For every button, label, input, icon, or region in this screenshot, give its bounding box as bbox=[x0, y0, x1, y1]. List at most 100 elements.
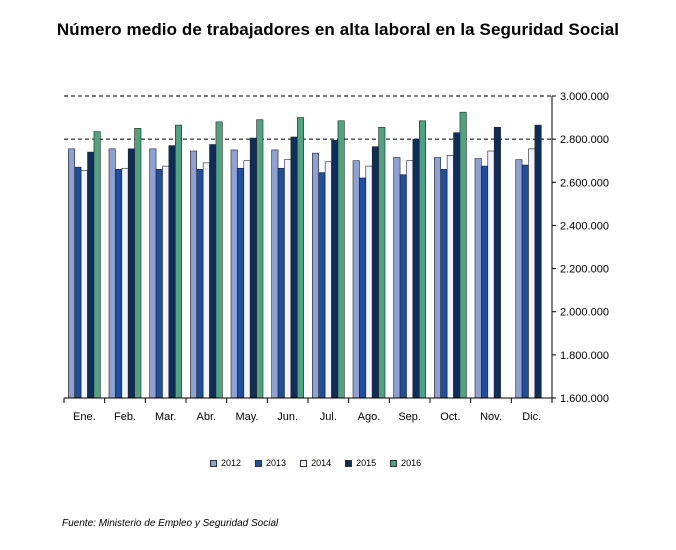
legend-item-2014: 2014 bbox=[300, 458, 331, 468]
bars-layer bbox=[68, 111, 542, 399]
legend-label: 2015 bbox=[356, 458, 377, 468]
bar-2012-2 bbox=[149, 148, 157, 399]
bar-2016-1 bbox=[134, 128, 142, 399]
x-tick-label: Abr. bbox=[197, 411, 217, 423]
y-tick-label: 2.200.000 bbox=[560, 264, 609, 276]
bar-2014-3 bbox=[202, 162, 210, 399]
legend-item-2012: 2012 bbox=[210, 458, 241, 468]
legend-label: 2016 bbox=[401, 458, 422, 468]
y-tick-label: 2.800.000 bbox=[560, 134, 609, 146]
legend-swatch bbox=[300, 459, 308, 467]
y-tick-label: 1.600.000 bbox=[560, 393, 609, 405]
legend-swatch bbox=[345, 459, 353, 467]
bar-2016-2 bbox=[174, 124, 182, 399]
bar-2015-1 bbox=[127, 148, 135, 399]
bar-2012-4 bbox=[230, 149, 238, 399]
x-tick-label: Jun. bbox=[277, 411, 298, 423]
chart-title: Número medio de trabajadores en alta lab… bbox=[56, 20, 620, 39]
bar-2014-5 bbox=[284, 159, 292, 399]
bar-2016-5 bbox=[296, 117, 304, 399]
grid-layer bbox=[64, 95, 552, 140]
y-tick-label: 2.600.000 bbox=[560, 177, 609, 189]
bar-2016-3 bbox=[215, 121, 223, 399]
y-tick-label: 2.000.000 bbox=[560, 307, 609, 319]
legend-label: 2014 bbox=[311, 458, 332, 468]
bar-2015-2 bbox=[168, 145, 176, 399]
bar-2012-9 bbox=[434, 157, 442, 399]
bar-2015-8 bbox=[412, 138, 420, 399]
bar-2013-6 bbox=[318, 172, 326, 399]
bar-2013-0 bbox=[74, 166, 82, 399]
bar-2013-9 bbox=[440, 169, 448, 399]
legend-label: 2012 bbox=[221, 458, 242, 468]
bar-2013-3 bbox=[196, 169, 204, 399]
bar-2013-10 bbox=[481, 165, 489, 399]
x-tick-label: Jul. bbox=[320, 411, 337, 423]
x-tick-label: May. bbox=[235, 411, 258, 423]
bar-2016-9 bbox=[459, 111, 467, 399]
x-tick-label: Ene. bbox=[73, 411, 96, 423]
x-tick-label: Nov. bbox=[480, 411, 502, 423]
bar-2012-7 bbox=[352, 160, 360, 399]
bar-2012-8 bbox=[393, 157, 401, 399]
bar-2015-0 bbox=[87, 151, 95, 399]
bar-2012-11 bbox=[515, 159, 523, 399]
bar-2016-4 bbox=[256, 119, 264, 399]
x-tick-label: Feb. bbox=[114, 411, 136, 423]
bar-2014-1 bbox=[121, 167, 129, 399]
legend-label: 2013 bbox=[266, 458, 287, 468]
bar-2014-6 bbox=[324, 161, 332, 399]
legend-item-2016: 2016 bbox=[390, 458, 421, 468]
bar-2013-11 bbox=[521, 164, 529, 399]
bar-2013-1 bbox=[115, 169, 123, 399]
x-tick-label: Dic. bbox=[522, 411, 541, 423]
y-tick-label: 2.400.000 bbox=[560, 220, 609, 232]
bar-2014-0 bbox=[80, 170, 88, 399]
y-tick-label: 1.800.000 bbox=[560, 350, 609, 362]
bar-2013-8 bbox=[399, 174, 407, 399]
bar-2012-10 bbox=[474, 158, 482, 399]
bar-2014-2 bbox=[162, 165, 170, 399]
x-tick-label: Mar. bbox=[155, 411, 176, 423]
legend: 2012 2013 2014 2015 2016 bbox=[210, 458, 421, 468]
y-tick-label: 3.000.000 bbox=[560, 91, 609, 103]
bar-2015-3 bbox=[209, 144, 217, 399]
bar-2015-6 bbox=[331, 139, 339, 399]
bar-2014-11 bbox=[528, 148, 536, 399]
bar-2014-10 bbox=[487, 150, 495, 399]
bar-2013-2 bbox=[155, 169, 163, 399]
bar-2015-11 bbox=[534, 124, 542, 399]
bar-2013-4 bbox=[237, 167, 245, 399]
bar-2015-10 bbox=[493, 126, 501, 399]
source-note: Fuente: Ministerio de Empleo y Seguridad… bbox=[62, 518, 279, 529]
bar-2014-9 bbox=[446, 155, 454, 399]
bar-2012-6 bbox=[312, 152, 320, 399]
legend-swatch bbox=[390, 459, 398, 467]
x-tick-label: Ago. bbox=[358, 411, 381, 423]
axis-layer: 1.600.000 1.800.000 2.000.000 2.200.000 2.40… bbox=[63, 91, 609, 423]
bar-2012-1 bbox=[108, 148, 116, 399]
bar-2012-0 bbox=[68, 148, 76, 399]
x-tick-label: Oct. bbox=[440, 411, 460, 423]
bar-2014-4 bbox=[243, 160, 251, 399]
bar-2015-9 bbox=[453, 132, 461, 399]
legend-item-2013: 2013 bbox=[255, 458, 286, 468]
bar-2016-6 bbox=[337, 120, 345, 399]
bar-2015-7 bbox=[371, 146, 379, 399]
bar-2012-5 bbox=[271, 149, 279, 399]
bar-2014-7 bbox=[365, 165, 373, 399]
bar-2015-4 bbox=[249, 137, 257, 399]
bar-2016-8 bbox=[418, 120, 426, 399]
bar-2014-8 bbox=[406, 160, 414, 399]
x-tick-label: Sep. bbox=[398, 411, 421, 423]
legend-item-2015: 2015 bbox=[345, 458, 376, 468]
bar-2016-7 bbox=[378, 126, 386, 399]
legend-swatch bbox=[255, 459, 263, 467]
bar-2016-0 bbox=[93, 131, 101, 399]
bar-2013-7 bbox=[359, 177, 367, 399]
bar-2012-3 bbox=[190, 150, 198, 399]
bar-2013-5 bbox=[277, 167, 285, 399]
bar-2015-5 bbox=[290, 136, 298, 399]
legend-swatch bbox=[210, 459, 217, 467]
